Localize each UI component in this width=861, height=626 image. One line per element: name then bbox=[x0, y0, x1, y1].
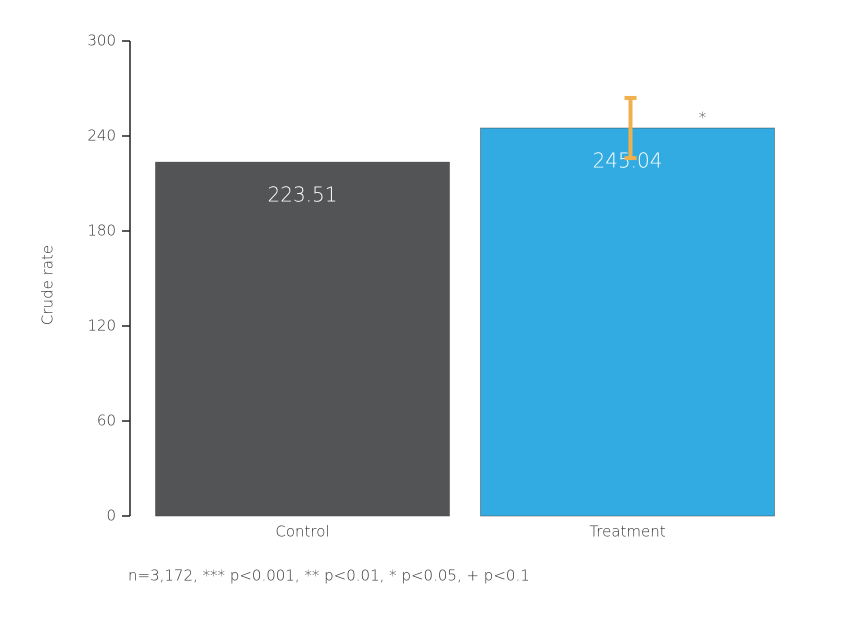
value-label: 245.04 bbox=[593, 149, 663, 173]
footnote: n=3,172, *** p<0.001, ** p<0.01, * p<0.0… bbox=[128, 567, 530, 585]
value-label: 223.51 bbox=[268, 183, 338, 207]
y-tick-label: 60 bbox=[97, 412, 116, 430]
y-tick-label: 0 bbox=[106, 507, 116, 525]
y-tick-label: 120 bbox=[87, 317, 116, 335]
y-tick-label: 240 bbox=[87, 127, 116, 145]
significance-label: * bbox=[699, 109, 707, 127]
bar bbox=[480, 127, 775, 517]
x-tick-label: Treatment bbox=[589, 523, 665, 541]
x-tick-label: Control bbox=[275, 523, 329, 541]
bar bbox=[155, 161, 450, 517]
y-tick-label: 300 bbox=[87, 32, 116, 50]
y-tick-label: 180 bbox=[87, 222, 116, 240]
y-axis-label: Crude rate bbox=[39, 245, 57, 325]
